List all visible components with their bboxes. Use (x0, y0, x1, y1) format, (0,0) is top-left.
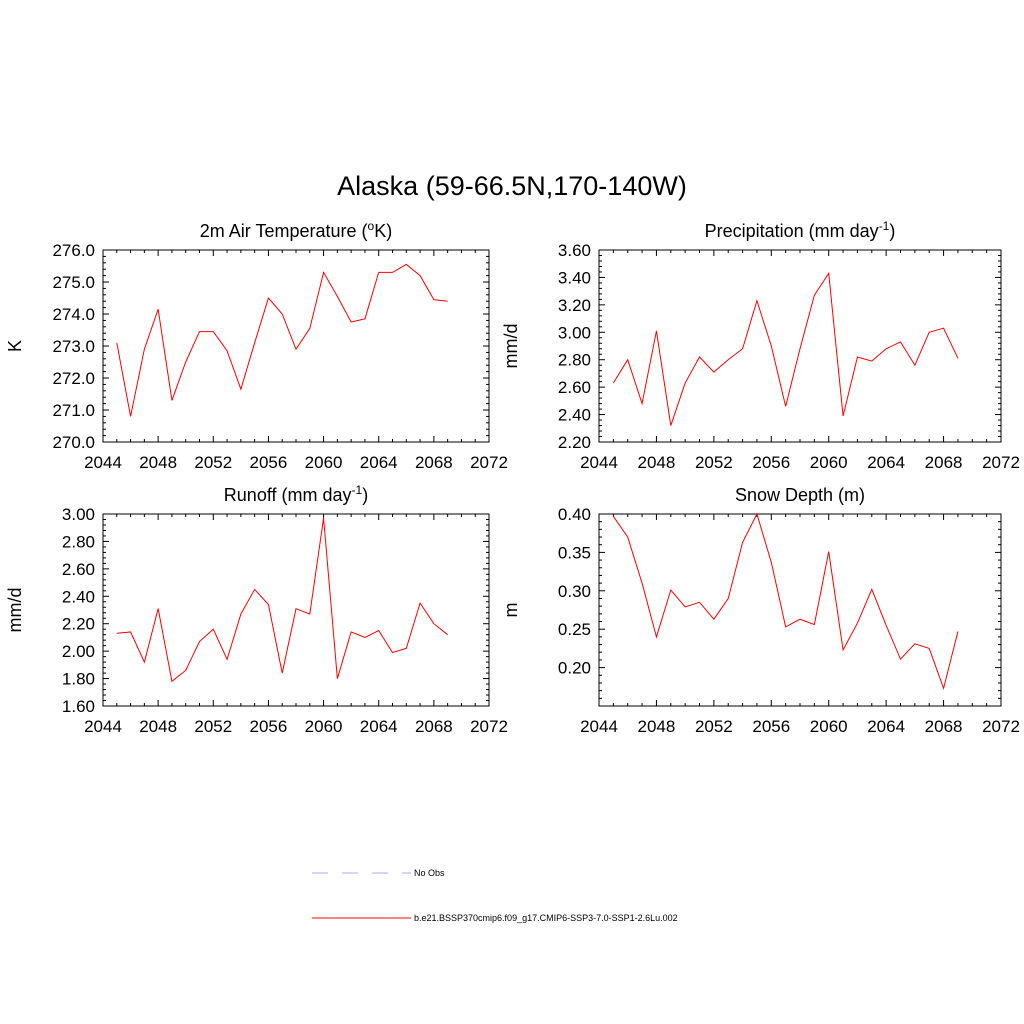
x-tick-label: 2044 (84, 453, 122, 472)
x-tick-label: 2068 (415, 453, 453, 472)
y-tick-label: 0.25 (558, 620, 591, 639)
x-tick-label: 2048 (139, 717, 177, 736)
y-tick-label: 273.0 (52, 337, 95, 356)
x-tick-label: 2056 (752, 453, 790, 472)
y-tick-label: 0.30 (558, 582, 591, 601)
plot-frame (598, 513, 1002, 707)
x-tick-label: 2060 (810, 453, 848, 472)
figure-title: Alaska (59-66.5N,170-140W) (337, 171, 687, 201)
x-tick-label: 2052 (695, 453, 733, 472)
y-tick-label: 2.20 (62, 615, 95, 634)
y-tick-label: 3.20 (558, 296, 591, 315)
y-axis-label: mm/d (5, 588, 25, 633)
x-tick-label: 2052 (194, 717, 232, 736)
x-tick-label: 2072 (982, 717, 1020, 736)
x-tick-label: 2072 (470, 717, 508, 736)
x-tick-label: 2060 (305, 453, 343, 472)
y-tick-label: 2.00 (62, 642, 95, 661)
panel-title: Snow Depth (m) (735, 485, 865, 505)
y-tick-label: 272.0 (52, 369, 95, 388)
x-tick-label: 2064 (360, 453, 398, 472)
y-tick-label: 2.60 (62, 560, 95, 579)
x-tick-label: 2052 (695, 717, 733, 736)
x-tick-label: 2056 (752, 717, 790, 736)
x-tick-label: 2044 (580, 453, 618, 472)
y-tick-label: 0.35 (558, 543, 591, 562)
y-tick-label: 1.60 (62, 697, 95, 716)
legend: No Obs b.e21.BSSP370cmip6.f09_g17.CMIP6-S… (312, 868, 678, 923)
y-tick-label: 2.40 (558, 406, 591, 425)
series-line-1 (612, 512, 959, 691)
x-tick-label: 2052 (194, 453, 232, 472)
x-tick-label: 2056 (250, 717, 288, 736)
y-tick-label: 3.00 (558, 323, 591, 342)
y-tick-label: 271.0 (52, 401, 95, 420)
panel-title: 2m Air Temperature (oK) (200, 219, 392, 241)
x-tick-label: 2044 (84, 717, 122, 736)
x-tick-label: 2064 (867, 453, 905, 472)
y-tick-label: 274.0 (52, 305, 95, 324)
panels: 2m Air Temperature (oK) K 2044 2048 2052 2056… (5, 219, 1020, 736)
x-tick-label: 2068 (925, 453, 963, 472)
panel-title: Precipitation (mm day-1) (705, 219, 896, 241)
x-tick-label: 2044 (580, 717, 618, 736)
y-tick-label: 1.80 (62, 670, 95, 689)
panel-3: Runoff (mm day-1) mm/d 2044 2048 2052 2056 206… (5, 483, 508, 736)
y-axis-label: mm/d (501, 324, 521, 369)
x-tick-label: 2060 (305, 717, 343, 736)
y-tick-label: 270.0 (52, 433, 95, 452)
y-tick-label: 3.00 (62, 505, 95, 524)
y-tick-label: 2.40 (62, 587, 95, 606)
y-tick-label: 0.20 (558, 659, 591, 678)
y-tick-label: 275.0 (52, 273, 95, 292)
x-tick-label: 2060 (810, 717, 848, 736)
x-tick-label: 2072 (982, 453, 1020, 472)
y-tick-label: 2.80 (558, 351, 591, 370)
panel-4: Snow Depth (m) m 2044 2048 2052 2056 2060 2064 2… (501, 485, 1020, 736)
x-tick-label: 2048 (638, 453, 676, 472)
series-line-1 (116, 518, 448, 683)
y-tick-label: 0.40 (558, 505, 591, 524)
y-tick-label: 2.80 (62, 532, 95, 551)
x-tick-label: 2068 (415, 717, 453, 736)
panel-2: Precipitation (mm day-1) mm/d 2044 2048 2052… (501, 219, 1020, 472)
panel-1: 2m Air Temperature (oK) K 2044 2048 2052 2056… (5, 219, 508, 472)
legend-label-2: b.e21.BSSP370cmip6.f09_g17.CMIP6-SSP3-7.… (414, 913, 678, 923)
panel-title: Runoff (mm day-1) (224, 483, 368, 505)
x-tick-label: 2064 (360, 717, 398, 736)
plot-frame (102, 249, 490, 443)
x-tick-label: 2068 (925, 717, 963, 736)
y-tick-label: 3.60 (558, 241, 591, 260)
x-tick-label: 2064 (867, 717, 905, 736)
x-tick-label: 2072 (470, 453, 508, 472)
y-axis-label: m (501, 603, 521, 618)
plot-frame (598, 249, 1002, 443)
series-line-1 (116, 263, 448, 417)
y-tick-label: 2.60 (558, 378, 591, 397)
x-tick-label: 2048 (139, 453, 177, 472)
y-tick-label: 276.0 (52, 241, 95, 260)
y-axis-label: K (5, 340, 25, 352)
x-tick-label: 2056 (250, 453, 288, 472)
x-tick-label: 2048 (638, 717, 676, 736)
y-tick-label: 3.40 (558, 268, 591, 287)
series-line-1 (612, 271, 959, 426)
y-tick-label: 2.20 (558, 433, 591, 452)
legend-label-1: No Obs (414, 868, 445, 878)
